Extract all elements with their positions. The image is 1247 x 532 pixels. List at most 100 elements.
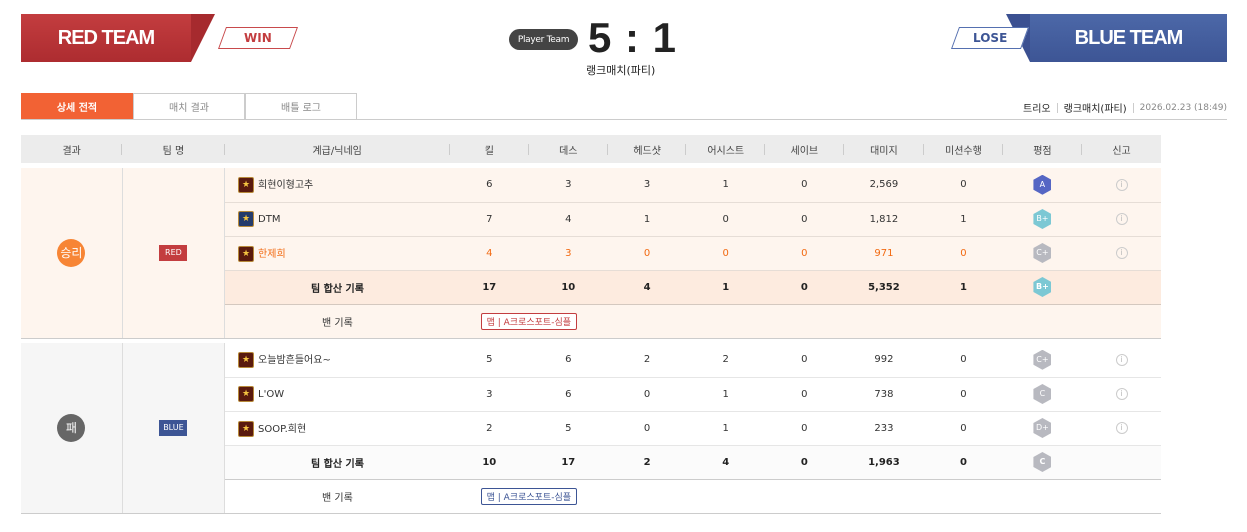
nickname[interactable]: 오늘밤흔들어요~ — [258, 355, 331, 367]
stat-cell: 0 — [765, 411, 844, 446]
stats-table: 결과 팀 명 계급/닉네임 킬 데스 헤드샷 어시스트 세이브 대미지 미션수행 평점 신고 승리 RE… — [21, 135, 1227, 514]
stat-cell: 17 — [528, 445, 608, 480]
stat-cell: 4 — [686, 445, 766, 480]
nickname-cell: ★ 오늘밤흔들어요~ — [224, 343, 450, 378]
stat-cell: 0 — [765, 377, 844, 412]
stat-cell: 0 — [607, 377, 687, 412]
total-label: 팀 합산 기록 — [224, 270, 450, 305]
report-icon[interactable]: i — [1115, 247, 1128, 259]
nickname[interactable]: 한제희 — [258, 248, 286, 260]
nickname-cell: ★ DTM — [224, 202, 450, 237]
rank-icon: ★ — [238, 386, 255, 402]
stat-cell: 0 — [607, 236, 687, 271]
stat-cell: 0 — [765, 236, 844, 271]
stat-cell: 0 — [924, 445, 1003, 480]
ban-map-tag: 맵 | A크로스포트-심플 — [480, 487, 578, 505]
ban-label: 밴 기록 — [224, 479, 450, 514]
stat-cell: 0 — [686, 236, 766, 271]
grade-badge: C — [1033, 384, 1052, 404]
total-label: 팀 합산 기록 — [224, 445, 450, 480]
tabs: 상세 전적 매치 결과 배틀 로그 — [21, 93, 357, 120]
column-header: 미션수행 — [924, 135, 1003, 163]
column-header: 평점 — [1002, 135, 1083, 163]
stat-cell: 0 — [924, 236, 1003, 271]
stat-cell: 1 — [686, 270, 766, 305]
nickname[interactable]: DTM — [258, 214, 281, 225]
lose-tag: LOSE — [950, 27, 1030, 49]
stat-cell: 0 — [765, 202, 844, 237]
stat-cell: 2 — [449, 411, 529, 446]
meta-match-type: 랭크매치(파티) — [1063, 104, 1127, 115]
stat-cell: 3 — [528, 168, 608, 203]
nickname[interactable]: 희현이형고추 — [258, 180, 314, 192]
stat-cell: 1 — [686, 411, 766, 446]
result-badge: 승리 — [57, 238, 86, 267]
team-total-row: 팀 합산 기록 17 10 4 1 0 5,352 1 B+ — [21, 270, 1227, 305]
tab-battle-log[interactable]: 배틀 로그 — [245, 93, 357, 120]
divider — [1056, 102, 1058, 113]
ban-label: 밴 기록 — [224, 304, 450, 339]
rank-icon: ★ — [238, 211, 255, 227]
mode: 트리오 — [1023, 104, 1051, 115]
stat-cell: 17 — [449, 270, 529, 305]
column-header: 데스 — [528, 135, 608, 163]
stat-cell: 4 — [607, 270, 687, 305]
stat-cell: 233 — [843, 411, 925, 446]
nickname[interactable]: L'OW — [258, 389, 285, 400]
stat-cell: 0 — [924, 377, 1003, 412]
grade-badge: C+ — [1033, 243, 1052, 263]
report-icon[interactable]: i — [1115, 388, 1128, 400]
rank-icon: ★ — [238, 420, 255, 437]
tab-detail[interactable]: 상세 전적 — [21, 93, 133, 120]
nickname-cell: ★ 한제희 — [224, 236, 450, 271]
report-icon[interactable]: i — [1115, 422, 1128, 434]
divider — [21, 119, 1227, 120]
player-row: 패 BLUE ★ 오늘밤흔들어요~ 5 6 2 2 0 992 0 C+ i — [21, 343, 1227, 514]
report-icon[interactable]: i — [1115, 213, 1128, 225]
stat-cell: 1 — [686, 168, 766, 203]
column-header: 계급/닉네임 — [224, 135, 451, 163]
column-header: 헤드샷 — [607, 135, 687, 163]
datetime: 2026.02.23 (18:49) — [1139, 102, 1227, 113]
column-header: 결과 — [21, 135, 123, 163]
stat-cell: 0 — [924, 411, 1003, 446]
stat-cell: 1,963 — [843, 445, 925, 480]
stat-cell: 0 — [765, 445, 844, 480]
column-header: 팀 명 — [122, 135, 225, 163]
win-label: WIN — [244, 31, 272, 45]
stat-cell: 0 — [607, 411, 687, 446]
red-team-banner: RED TEAM — [21, 14, 191, 62]
stat-cell: 1,812 — [843, 202, 925, 237]
stat-cell: 6 — [449, 168, 529, 203]
column-header: 어시스트 — [686, 135, 766, 163]
team-cell: BLUE — [122, 343, 226, 514]
stat-cell: 6 — [528, 377, 608, 412]
spacer — [21, 163, 1161, 168]
report-cell: i — [1082, 377, 1161, 412]
ban-cell: 맵 | A크로스포트-심플 — [449, 304, 608, 339]
player-row: ★ DTM 7 4 1 0 0 1,812 1 B+ i — [21, 202, 1227, 237]
result-cell: 승리 — [21, 168, 123, 339]
stat-cell: 0 — [765, 270, 844, 305]
stat-cell: 1 — [924, 202, 1003, 237]
ban-map: A크로스포트-심플 — [503, 492, 572, 503]
stat-cell: 6 — [528, 343, 608, 378]
result-cell: 패 — [21, 343, 123, 514]
nickname[interactable]: SOOP.희현 — [258, 423, 307, 435]
stat-cell: 2 — [607, 343, 687, 378]
report-icon[interactable]: i — [1115, 353, 1128, 366]
lose-label: LOSE — [972, 31, 1008, 45]
stat-cell: 3 — [607, 168, 687, 203]
team-cell: RED — [122, 168, 226, 339]
stat-cell: 0 — [924, 343, 1003, 378]
player-row: ★ 한제희 4 3 0 0 0 971 0 C+ i — [21, 236, 1227, 271]
stat-cell: 4 — [449, 236, 529, 271]
stat-cell: 738 — [843, 377, 925, 412]
report-icon[interactable]: i — [1115, 178, 1128, 191]
column-header: 대미지 — [843, 135, 925, 163]
grade-badge: C+ — [1033, 349, 1052, 370]
divider — [1132, 102, 1134, 113]
tab-match-result[interactable]: 매치 결과 — [133, 93, 245, 120]
nickname-cell: ★ SOOP.희현 — [224, 411, 450, 446]
